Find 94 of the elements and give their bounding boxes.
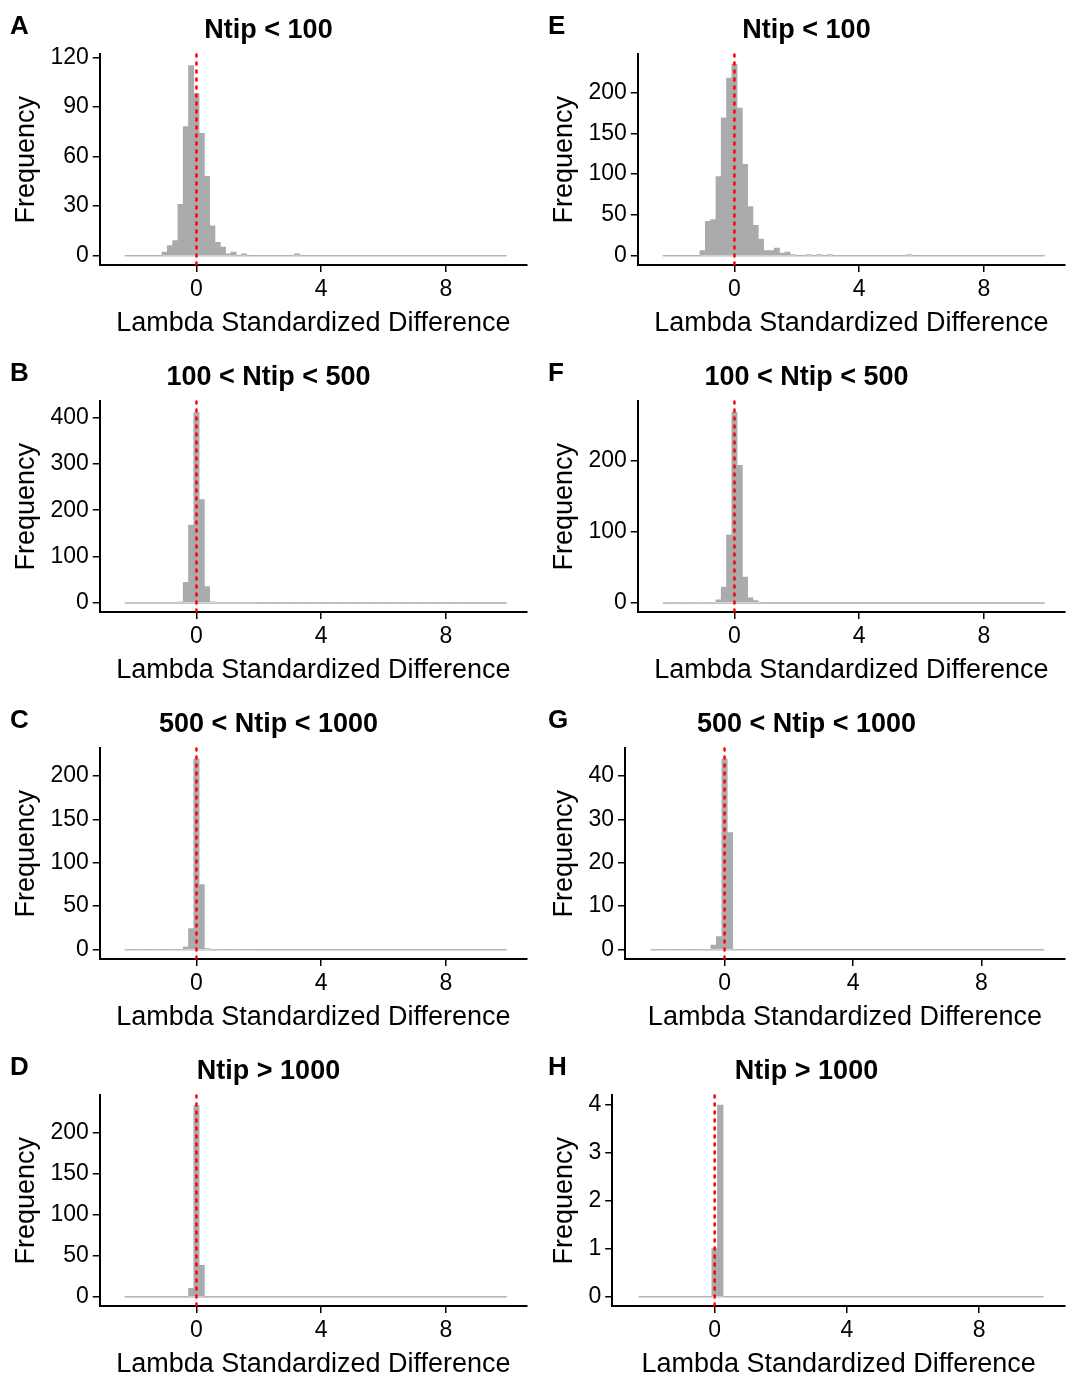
x-tick-label: 0 (718, 969, 731, 996)
y-tick-label: 30 (588, 804, 614, 831)
x-axis-title: Lambda Standardized Difference (654, 307, 1049, 338)
x-axis-title: Lambda Standardized Difference (116, 307, 511, 338)
y-tick-label: 100 (50, 1199, 89, 1226)
y-tick-label: 50 (63, 1240, 89, 1267)
x-tick-label: 8 (977, 275, 991, 302)
text: C (10, 704, 29, 735)
x-tick-label: 8 (977, 622, 991, 649)
y-tick-label: 1 (588, 1233, 602, 1260)
y-tick-label: 150 (50, 804, 89, 831)
y-tick-label: 150 (50, 1158, 89, 1185)
y-tick-label: 200 (588, 445, 627, 472)
x-tick-label: 4 (314, 1316, 328, 1343)
text: H (548, 1051, 567, 1082)
x-axis-title: Lambda Standardized Difference (116, 1348, 511, 1379)
y-tick-label: 200 (588, 78, 627, 104)
y-tick-label: 50 (63, 891, 89, 918)
text: A (10, 10, 29, 41)
y-tick-label: 0 (601, 934, 614, 961)
y-tick-label: 50 (601, 200, 627, 227)
text: B (10, 357, 29, 388)
chart-title: Ntip < 100 (204, 13, 333, 44)
y-tick-label: 4 (588, 1090, 602, 1117)
y-tick-label: 150 (588, 118, 627, 145)
chart-title: 500 < Ntip < 1000 (158, 707, 379, 738)
y-tick-label: 40 (588, 761, 614, 788)
y-tick-label: 0 (75, 588, 89, 615)
x-tick-label: 4 (314, 275, 328, 302)
x-tick-label: 4 (314, 622, 328, 649)
y-tick-label: 0 (75, 240, 89, 267)
y-tick-label: 0 (613, 588, 627, 615)
chart-title: Ntip > 1000 (734, 1054, 879, 1085)
x-axis-title: Lambda Standardized Difference (641, 1348, 1036, 1379)
y-axis-title: Frequency (547, 1136, 578, 1265)
chart-title: 500 < Ntip < 1000 (696, 707, 917, 738)
x-axis-title: Lambda Standardized Difference (116, 654, 511, 685)
y-axis-title: Frequency (547, 442, 578, 571)
y-tick-label: 120 (50, 42, 89, 69)
x-tick-label: 0 (708, 1316, 722, 1343)
chart-title: 100 < Ntip < 500 (166, 360, 371, 391)
y-tick-label: 60 (63, 141, 89, 168)
x-tick-label: 8 (439, 622, 453, 649)
x-tick-label: 8 (972, 1316, 986, 1343)
y-tick-label: 0 (588, 1281, 602, 1308)
y-tick-label: 30 (63, 191, 89, 218)
x-tick-label: 0 (190, 969, 203, 996)
chart-title: Ntip > 1000 (196, 1054, 341, 1085)
x-tick-label: 8 (975, 969, 988, 996)
text: F (548, 357, 564, 388)
y-axis-title: Frequency (9, 95, 40, 224)
y-tick-label: 20 (588, 848, 614, 875)
y-tick-label: 200 (50, 761, 89, 788)
y-tick-label: 0 (613, 240, 627, 267)
x-tick-label: 8 (439, 969, 453, 996)
x-tick-label: 4 (852, 622, 866, 649)
x-tick-label: 0 (190, 1316, 203, 1343)
text: E (548, 10, 566, 41)
y-axis-title: Frequency (547, 95, 578, 224)
x-axis-title: Lambda Standardized Difference (647, 1001, 1043, 1032)
x-tick-label: 4 (852, 275, 866, 302)
x-tick-label: 0 (728, 275, 741, 302)
x-tick-label: 0 (728, 622, 741, 649)
y-tick-label: 10 (588, 891, 614, 918)
y-axis-title: Frequency (9, 1136, 40, 1265)
text: D (10, 1051, 29, 1082)
y-tick-label: 400 (50, 402, 89, 429)
y-axis-title: Frequency (547, 789, 578, 918)
y-tick-label: 100 (50, 848, 89, 875)
y-axis-title: Frequency (9, 789, 40, 918)
y-tick-label: 100 (588, 516, 627, 543)
y-tick-label: 100 (50, 541, 89, 568)
x-axis-title: Lambda Standardized Difference (116, 1001, 511, 1032)
x-axis-title: Lambda Standardized Difference (654, 654, 1049, 685)
x-tick-label: 4 (846, 969, 860, 996)
y-tick-label: 0 (75, 1281, 89, 1308)
y-tick-label: 200 (50, 495, 89, 522)
x-tick-label: 4 (314, 969, 328, 996)
y-axis-title: Frequency (9, 442, 40, 571)
x-tick-label: 8 (439, 275, 453, 302)
y-tick-label: 3 (588, 1138, 602, 1165)
y-tick-label: 90 (63, 92, 89, 119)
x-tick-label: 4 (840, 1316, 854, 1343)
y-tick-label: 2 (588, 1186, 602, 1213)
y-tick-label: 0 (75, 934, 89, 961)
x-tick-label: 0 (190, 622, 203, 649)
text: G (548, 704, 569, 735)
chart-title: 100 < Ntip < 500 (704, 360, 909, 391)
x-tick-label: 0 (190, 275, 203, 302)
y-tick-label: 300 (50, 449, 89, 476)
chart-title: Ntip < 100 (742, 13, 871, 44)
x-tick-label: 8 (439, 1316, 453, 1343)
y-tick-label: 200 (50, 1117, 89, 1144)
y-tick-label: 100 (588, 159, 627, 186)
